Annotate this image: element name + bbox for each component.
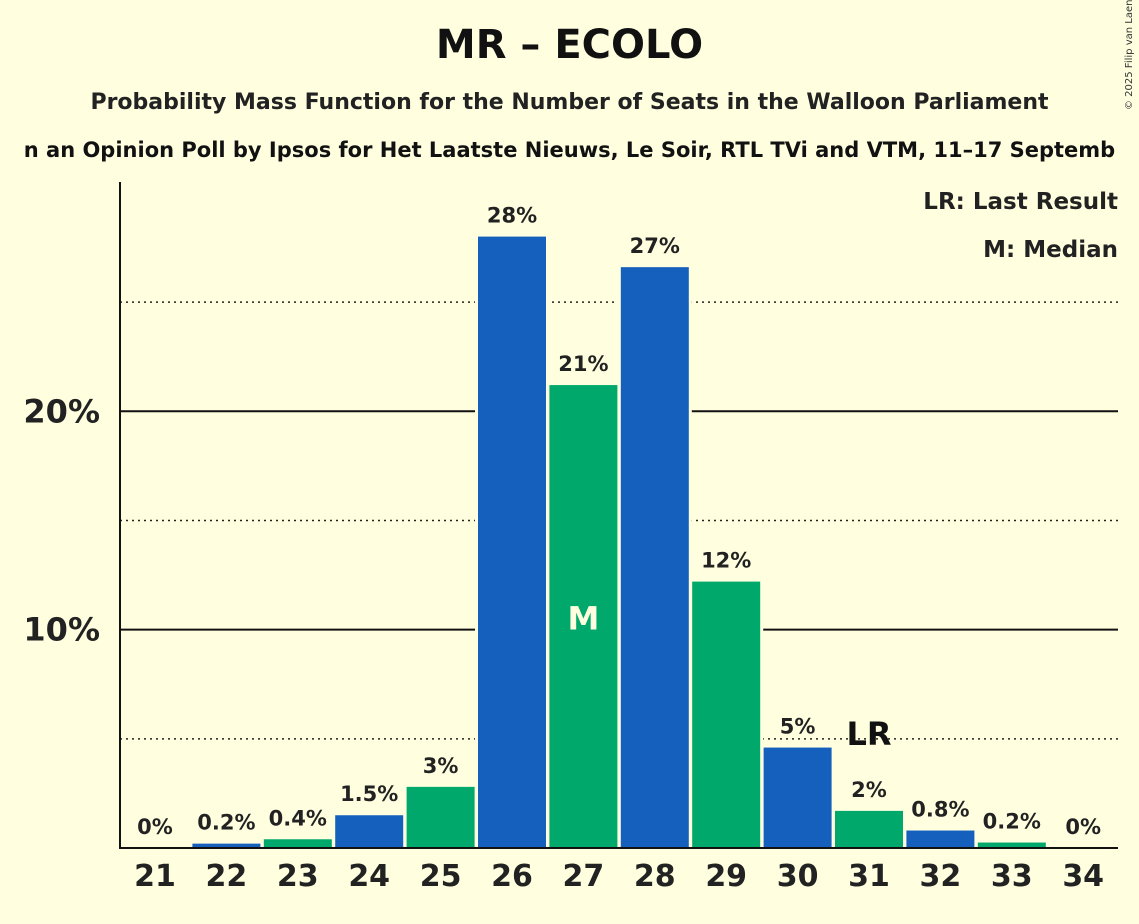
chart-subtitle: Probability Mass Function for the Number… <box>90 90 1049 115</box>
bar-27 <box>549 385 618 848</box>
x-tick-label-32: 32 <box>920 859 962 894</box>
bar-23 <box>263 839 332 848</box>
bar-26 <box>478 236 546 849</box>
x-tick-label-22: 22 <box>206 859 248 894</box>
bars <box>189 233 1049 849</box>
median-marker: M <box>567 600 599 638</box>
data-label-33: 0.2% <box>983 810 1041 834</box>
axes <box>119 182 1118 849</box>
bar-24 <box>335 815 404 848</box>
bar-29 <box>692 581 761 848</box>
data-label-31: 2% <box>851 778 887 802</box>
x-tick-label-34: 34 <box>1062 859 1104 894</box>
chart-source-line: n an Opinion Poll by Ipsos for Het Laats… <box>0 138 1139 162</box>
data-label-25: 3% <box>423 754 459 778</box>
data-label-27: 21% <box>558 352 608 376</box>
last-result-marker: LR <box>846 715 891 753</box>
x-tick-label-28: 28 <box>634 859 676 894</box>
legend-last-result: LR: Last Result <box>923 189 1118 215</box>
data-label-24: 1.5% <box>340 782 398 806</box>
data-labels: 0% 21 0.2% 22 0.4% 23 1.5% 24 3% 25 28% 26 21% 27 M 27%… <box>134 204 1104 894</box>
bar-28 <box>620 267 689 848</box>
data-label-21: 0% <box>137 815 173 839</box>
bar-33 <box>977 842 1046 848</box>
x-tick-label-23: 23 <box>277 859 319 894</box>
x-tick-label-25: 25 <box>420 859 462 894</box>
x-tick-label-27: 27 <box>563 859 605 894</box>
chart-source-text: n an Opinion Poll by Ipsos for Het Laats… <box>23 138 1116 162</box>
y-tick-label: 20% <box>23 392 100 430</box>
data-label-34: 0% <box>1065 815 1101 839</box>
x-tick-label-21: 21 <box>134 859 176 894</box>
bar-31 <box>835 810 903 848</box>
x-tick-label-26: 26 <box>491 859 533 894</box>
data-label-28: 27% <box>630 234 680 258</box>
x-tick-label-24: 24 <box>348 859 390 894</box>
y-tick-label: 10% <box>23 611 100 649</box>
data-label-29: 12% <box>701 549 751 573</box>
chart-title: MR – ECOLO <box>435 22 704 68</box>
bar-22 <box>192 843 261 848</box>
data-label-26: 28% <box>487 204 537 228</box>
data-label-32: 0.8% <box>911 798 969 822</box>
x-tick-label-31: 31 <box>848 859 890 894</box>
data-label-30: 5% <box>780 715 816 739</box>
bar-32 <box>906 830 975 848</box>
x-tick-label-29: 29 <box>705 859 747 894</box>
bar-30 <box>763 747 832 848</box>
data-label-22: 0.2% <box>197 811 255 835</box>
bar-25 <box>406 786 475 848</box>
x-tick-label-30: 30 <box>777 859 819 894</box>
data-label-23: 0.4% <box>269 806 327 830</box>
x-tick-label-33: 33 <box>991 859 1033 894</box>
legend-median: M: Median <box>983 237 1118 263</box>
